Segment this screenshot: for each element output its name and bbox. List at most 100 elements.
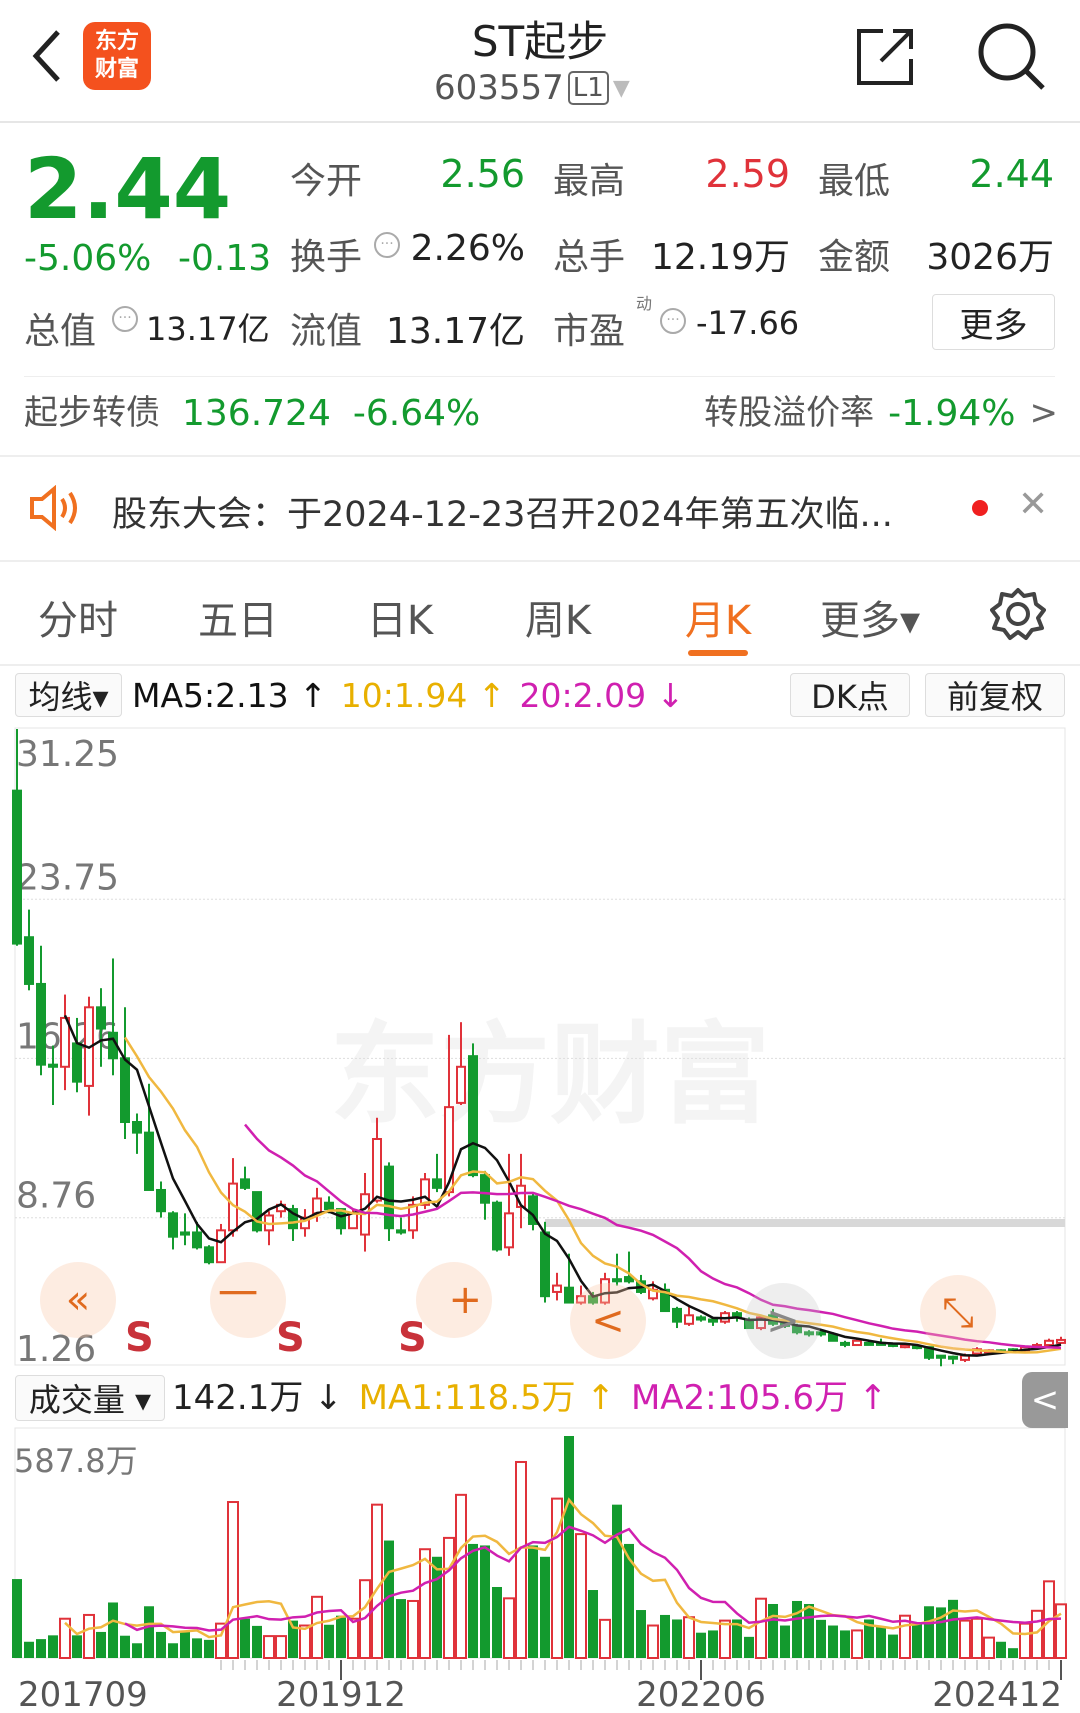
volume-bar <box>936 1607 946 1658</box>
volume-bar <box>384 1540 394 1658</box>
candle-down <box>840 1341 850 1346</box>
candle-down <box>948 1355 958 1360</box>
info-icon[interactable]: ··· <box>660 308 686 334</box>
stock-code-row[interactable]: 603557 L1 ▼ <box>434 68 630 108</box>
candle-down <box>48 1063 58 1068</box>
volume-bar <box>263 1635 275 1660</box>
volume-bar <box>540 1556 550 1658</box>
volume-bar <box>144 1606 154 1658</box>
bond-name[interactable]: 起步转债 <box>24 393 160 434</box>
tab-monthly-k[interactable]: 月K <box>684 598 752 644</box>
volume-bar <box>336 1615 346 1658</box>
volume-bar <box>407 1599 419 1660</box>
plus-icon: + <box>448 1277 482 1323</box>
candle-up <box>348 1212 358 1230</box>
volume-bar <box>48 1635 58 1658</box>
plus-button[interactable]: + <box>416 1262 492 1338</box>
volume-bar <box>551 1497 563 1659</box>
premium-value[interactable]: -1.94% <box>888 393 1016 434</box>
prev-button[interactable]: « <box>40 1262 116 1338</box>
volume-bar <box>983 1636 995 1660</box>
minus-button[interactable]: 一 <box>210 1262 286 1338</box>
volume-bar <box>924 1606 934 1658</box>
candle-down <box>72 1042 82 1083</box>
search-icon[interactable] <box>975 20 1047 92</box>
notice-text[interactable]: 股东大会：于2024-12-23召开2024年第五次临... <box>112 495 893 535</box>
candle-down <box>336 1208 346 1230</box>
change-amount: -0.13 <box>178 238 272 279</box>
volume-indicator-selector[interactable]: 成交量 ▾ <box>15 1375 165 1421</box>
volume-bar <box>215 1622 227 1660</box>
candle-up <box>852 1339 862 1347</box>
scroll-left-button[interactable]: < <box>570 1283 646 1359</box>
bond-right-group: 转股溢价率 -1.94% > <box>704 392 1058 435</box>
volume-bar <box>24 1641 34 1658</box>
tab-daily-k[interactable]: 日K <box>366 598 434 644</box>
tab-five-day[interactable]: 五日 <box>198 598 278 644</box>
candle-down <box>24 936 34 985</box>
volume-bar <box>624 1543 634 1658</box>
candle-down <box>528 1195 538 1225</box>
volume-bar <box>1019 1622 1031 1660</box>
volume-ma1: MA1:118.5万 ↑ <box>358 1378 615 1418</box>
bond-price: 136.724 <box>182 393 331 434</box>
candle-down <box>180 1231 190 1236</box>
adjust-button[interactable]: 前复权 <box>925 673 1065 717</box>
expand-icon: ⤡ <box>942 1290 974 1336</box>
collapse-panel-button[interactable]: < <box>1022 1372 1068 1428</box>
pe-value: -17.66 <box>696 304 800 342</box>
candle-up <box>504 1212 514 1249</box>
stock-title: ST起步 <box>471 17 609 66</box>
volume-bar <box>864 1619 874 1658</box>
volume-bar <box>647 1624 659 1659</box>
volume-bar <box>876 1627 886 1658</box>
volume-bar <box>432 1556 442 1658</box>
volume-ma1-line <box>64 1497 1062 1639</box>
volume-bar <box>792 1600 802 1658</box>
share-icon[interactable] <box>855 25 917 87</box>
volume-bar <box>755 1597 767 1660</box>
float-cap-label: 流值 <box>290 311 363 352</box>
candle-down <box>144 1131 154 1191</box>
tab-weekly-k[interactable]: 周K <box>524 598 592 644</box>
dk-point-button[interactable]: DK点 <box>790 673 910 717</box>
tab-intraday[interactable]: 分时 <box>38 598 118 644</box>
info-icon[interactable]: ··· <box>112 306 138 332</box>
ma-selector[interactable]: 均线▾ <box>15 673 122 717</box>
amount-label: 金额 <box>818 237 891 278</box>
volume-ma2-line <box>124 1525 1062 1632</box>
volume-bar <box>1008 1648 1018 1658</box>
candle-down <box>252 1191 262 1232</box>
volume-bar <box>252 1625 262 1658</box>
volume-bar <box>168 1643 178 1658</box>
volume-bar <box>528 1545 538 1658</box>
candle-down <box>156 1188 166 1213</box>
volume-bar <box>840 1630 850 1658</box>
close-icon[interactable]: ✕ <box>1018 484 1049 525</box>
candle-down <box>492 1201 502 1251</box>
x-tick-label: 201912 <box>276 1675 406 1713</box>
dropdown-triangle-icon: ▼ <box>612 75 630 101</box>
volume-bar <box>828 1625 838 1658</box>
chevron-right-icon[interactable]: > <box>1029 393 1059 434</box>
back-chevron-icon[interactable] <box>28 28 64 84</box>
volume-bar <box>227 1501 239 1660</box>
candle-down <box>384 1165 394 1230</box>
ma10-line <box>123 1036 1062 1354</box>
scroll-right-button[interactable]: > <box>745 1283 821 1359</box>
watermark: 东方财富 <box>330 1011 770 1139</box>
volume-current: 142.1万 ↓ <box>172 1378 343 1418</box>
gear-icon[interactable] <box>990 586 1046 642</box>
more-button[interactable]: 更多 <box>932 294 1055 350</box>
volume-bar <box>96 1631 106 1658</box>
candle-up <box>1044 1339 1054 1347</box>
reference-band <box>545 1219 1065 1227</box>
fullscreen-button[interactable]: ⤡ <box>920 1275 996 1351</box>
info-icon[interactable]: ··· <box>374 232 400 258</box>
tab-more[interactable]: 更多▾ <box>819 598 921 644</box>
volume-bar <box>455 1493 467 1659</box>
divider <box>24 376 1055 377</box>
candle-down <box>564 1286 574 1304</box>
volume-bar <box>468 1543 478 1658</box>
